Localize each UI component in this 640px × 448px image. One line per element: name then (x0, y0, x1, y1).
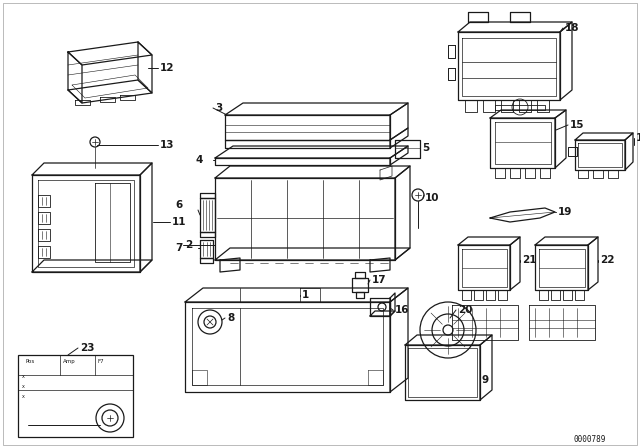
Text: 5: 5 (422, 143, 429, 153)
Text: 6: 6 (175, 200, 182, 210)
Text: 21: 21 (522, 255, 536, 265)
Text: 7: 7 (175, 243, 182, 253)
Text: 13: 13 (160, 140, 175, 150)
Text: 0000789: 0000789 (574, 435, 606, 444)
Text: Amp: Amp (63, 359, 76, 364)
Text: 3: 3 (215, 103, 222, 113)
Text: 19: 19 (558, 207, 572, 217)
Bar (18, 355, 133, 437)
Text: 22: 22 (600, 255, 614, 265)
Text: Pos: Pos (25, 359, 35, 364)
Text: 2: 2 (185, 240, 192, 250)
Text: 14: 14 (636, 133, 640, 143)
Text: x: x (22, 374, 25, 379)
Text: 15: 15 (570, 120, 584, 130)
Text: 20: 20 (458, 305, 472, 315)
Text: 11: 11 (172, 217, 186, 227)
Text: 16: 16 (395, 305, 410, 315)
Text: 10: 10 (425, 193, 440, 203)
Text: F7: F7 (98, 359, 104, 364)
Text: x: x (22, 384, 25, 389)
Text: 23: 23 (80, 343, 95, 353)
Text: 8: 8 (227, 313, 234, 323)
Text: 9: 9 (482, 375, 489, 385)
Text: 17: 17 (372, 275, 387, 285)
Text: 12: 12 (160, 63, 175, 73)
Text: x: x (22, 394, 25, 399)
Text: 18: 18 (565, 23, 579, 33)
Text: 1: 1 (302, 290, 309, 300)
Text: 4: 4 (195, 155, 202, 165)
